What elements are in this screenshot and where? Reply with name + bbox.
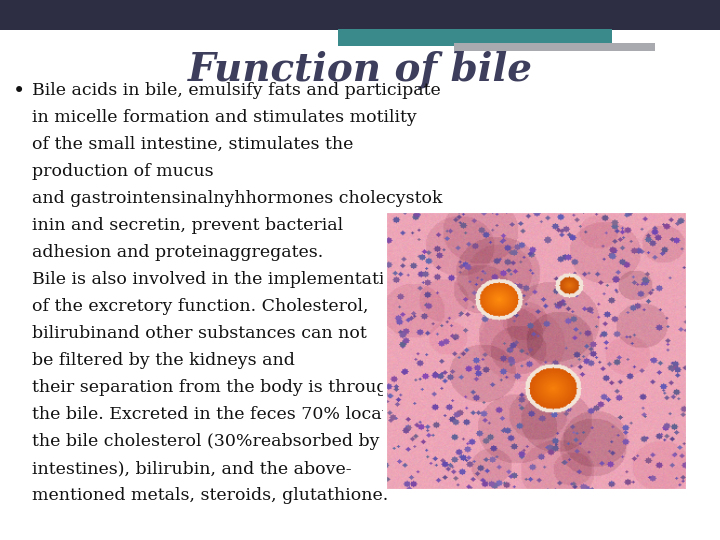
- Bar: [0, 0, 720, 30]
- Text: their separation from the body is through: their separation from the body is throug…: [32, 379, 399, 396]
- Text: and gastrointensinalnyhhormones cholecystok: and gastrointensinalnyhhormones cholecys…: [32, 190, 443, 207]
- Text: the bile cholesterol (30%reabsorbed by the: the bile cholesterol (30%reabsorbed by t…: [32, 433, 414, 450]
- Text: inin and secretin, prevent bacterial: inin and secretin, prevent bacterial: [32, 217, 343, 234]
- Text: production of mucus: production of mucus: [32, 163, 214, 180]
- Text: bilirubinand other substances can not: bilirubinand other substances can not: [32, 325, 367, 342]
- Text: be filtered by the kidneys and: be filtered by the kidneys and: [32, 352, 295, 369]
- Text: adhesion and proteinaggregates.: adhesion and proteinaggregates.: [32, 244, 324, 261]
- Text: intestines), bilirubin, and the above-: intestines), bilirubin, and the above-: [32, 460, 352, 477]
- Bar: [454, 43, 655, 51]
- Text: Bile is also involved in the implementation: Bile is also involved in the implementat…: [32, 271, 407, 288]
- Text: in micelle formation and stimulates motility: in micelle formation and stimulates moti…: [32, 109, 417, 126]
- Text: of the small intestine, stimulates the: of the small intestine, stimulates the: [32, 136, 354, 153]
- Text: of the excretory function. Cholesterol,: of the excretory function. Cholesterol,: [32, 298, 369, 315]
- Text: Bile acids in bile, emulsify fats and participate: Bile acids in bile, emulsify fats and pa…: [32, 82, 441, 99]
- Text: Function of bile: Function of bile: [187, 51, 533, 89]
- Text: mentioned metals, steroids, glutathione.: mentioned metals, steroids, glutathione.: [32, 487, 389, 504]
- Text: •: •: [13, 82, 25, 101]
- Text: the bile. Excreted in the feces 70% located in: the bile. Excreted in the feces 70% loca…: [32, 406, 433, 423]
- Bar: [338, 29, 612, 46]
